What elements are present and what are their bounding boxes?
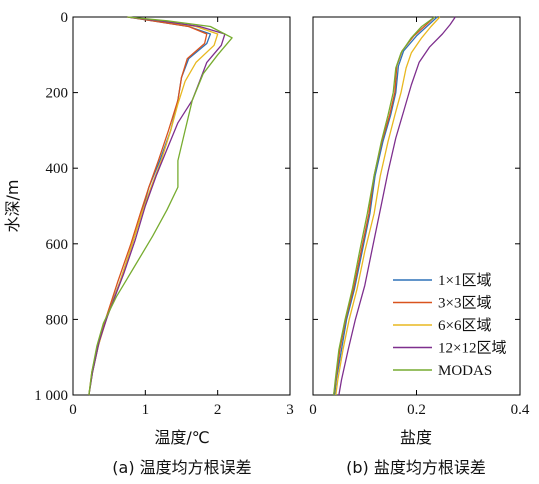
panel-a-xtick-label: 0 bbox=[69, 402, 77, 418]
panel-b-series-line-4 bbox=[333, 16, 435, 396]
panel-b-xtick-label: 0.2 bbox=[407, 402, 426, 418]
panel-a-frame bbox=[72, 16, 291, 396]
panel-b-xlabel: 盐度 bbox=[400, 428, 432, 447]
panel-a-series-line-3 bbox=[88, 16, 226, 396]
legend-label: 6×6区域 bbox=[438, 317, 491, 334]
panel-b-xtick-label: 0.4 bbox=[511, 402, 530, 418]
panel-a-series-line-4 bbox=[88, 16, 233, 396]
panel-b-series-line-3 bbox=[338, 16, 456, 396]
panel-a-xlabel: 温度/℃ bbox=[154, 428, 209, 447]
panel-b-xtick-label: 0 bbox=[309, 402, 317, 418]
panel-a-ytick-label: 200 bbox=[46, 86, 69, 102]
panel-a-xtick-label: 1 bbox=[142, 402, 150, 418]
panel-b-series-line-2 bbox=[335, 16, 441, 396]
panel-a-xtick-label: 2 bbox=[214, 402, 222, 418]
panel-a-ytick-label: 400 bbox=[46, 161, 69, 177]
legend-label: 3×3区域 bbox=[438, 295, 491, 312]
legend: 1×1区域 3×3区域 6×6区域 12×12区域 MODAS bbox=[393, 272, 506, 379]
panel-a-ytick-label: 1 000 bbox=[34, 388, 68, 404]
panel-a-series-line-1 bbox=[88, 16, 208, 396]
panel-a-temperature: 0 1 2 3 0 200 400 600 800 1 000 温度/℃ 水深/m (a) 温度均… bbox=[3, 10, 294, 477]
panel-b-salinity: 0 0.2 0.4 盐度 (b) 盐度均方根误差 1×1区域 3×3区域 6×6区域 12… bbox=[309, 16, 530, 477]
legend-label: MODAS bbox=[438, 363, 492, 379]
panel-b-series-line-1 bbox=[333, 16, 436, 396]
panel-a-caption: (a) 温度均方根误差 bbox=[112, 458, 251, 477]
legend-label: 1×1区域 bbox=[438, 272, 491, 289]
legend-label: 12×12区域 bbox=[438, 340, 506, 357]
panel-a-ytick-label: 0 bbox=[61, 10, 69, 26]
panel-a-series-line-2 bbox=[88, 16, 219, 396]
panel-b-caption: (b) 盐度均方根误差 bbox=[346, 458, 486, 477]
panel-a-ytick-label: 600 bbox=[46, 237, 69, 253]
panel-a-xtick-label: 3 bbox=[286, 402, 294, 418]
panel-a-ytick-label: 800 bbox=[46, 312, 69, 328]
panel-b-series-line-0 bbox=[334, 16, 438, 396]
panel-a-series-line-0 bbox=[88, 16, 212, 396]
panel-a-ylabel: 水深/m bbox=[3, 180, 22, 233]
